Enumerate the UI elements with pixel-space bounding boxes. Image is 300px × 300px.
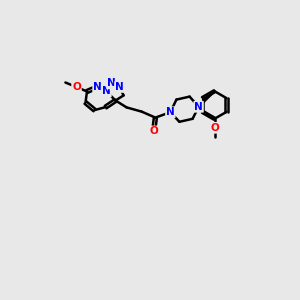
Text: N: N [166,107,175,117]
Text: N: N [115,82,124,92]
Text: N: N [93,82,102,92]
Text: O: O [210,123,219,133]
Text: N: N [194,102,203,112]
Text: O: O [72,82,81,92]
Text: N: N [102,86,111,97]
Text: N: N [107,78,116,88]
Text: O: O [149,126,158,136]
